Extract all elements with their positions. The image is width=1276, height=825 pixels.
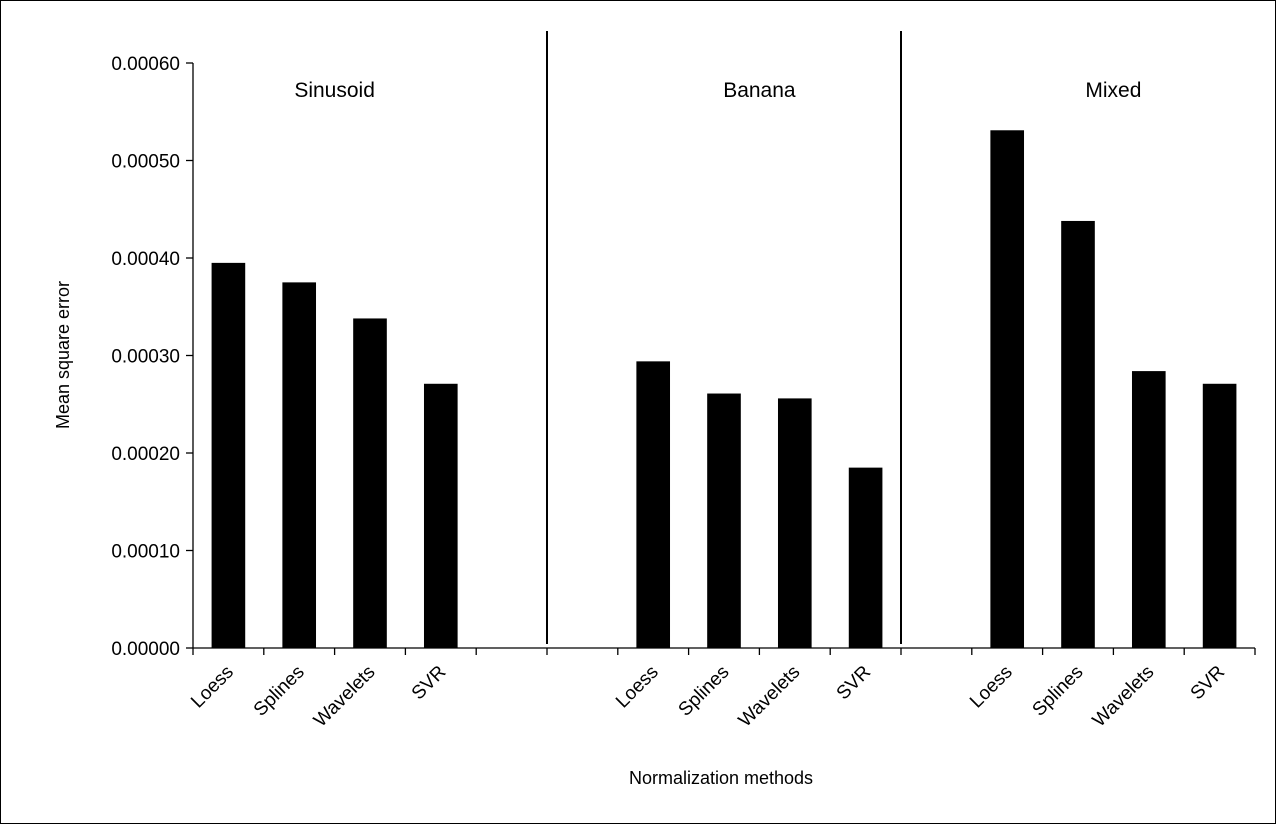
category-label: Splines [675,662,734,721]
y-tick-label: 0.00060 [111,54,180,75]
bar-mixed-splines [1061,220,1095,648]
bar-banana-splines [707,393,741,648]
category-label: Loess [966,662,1017,713]
group-label-banana: Banana [723,79,796,102]
y-tick-label: 0.00040 [111,249,180,270]
category-label: Wavelets [1089,662,1159,732]
category-label: Loess [187,662,238,713]
category-label: SVR [833,662,875,704]
bar-banana-svr [848,467,883,648]
bar-banana-loess [636,361,671,648]
bar-mixed-svr [1202,383,1237,648]
y-tick-label: 0.00050 [111,152,180,173]
y-axis-title: Mean square error [53,281,73,429]
category-label: SVR [1187,662,1229,704]
x-axis-title: Normalization methods [629,768,813,788]
bar-sinusoid-wavelets [353,318,387,648]
category-label: SVR [408,662,450,704]
category-label: Loess [612,662,663,713]
x-ticks [192,648,1256,655]
bar-banana-wavelets [777,398,812,648]
y-tick-label: 0.00000 [111,639,180,660]
group-label-sinusoid: Sinusoid [294,79,375,102]
y-tick-label: 0.00030 [111,347,180,368]
bar-sinusoid-splines [282,282,317,648]
y-tick-label: 0.00010 [111,542,180,563]
group-label-mixed: Mixed [1085,79,1141,102]
bar-mixed-loess [990,130,1025,648]
y-ticks: 0.00000 0.00010 0.00020 0.00030 0.00040 0.000… [111,54,193,660]
bars [211,130,1237,648]
bar-sinusoid-svr [423,383,458,648]
group-labels: Sinusoid Banana Mixed [294,79,1141,102]
bar-sinusoid-loess [211,262,246,648]
category-label: Splines [250,662,309,721]
category-label: Wavelets [735,662,805,732]
category-labels: Loess Splines Wavelets SVR Loess Splines Wavel… [187,662,1229,732]
bar-mixed-wavelets [1131,371,1166,648]
category-label: Wavelets [310,662,380,732]
category-label: Splines [1029,662,1088,721]
group-separators [546,31,902,644]
y-tick-label: 0.00020 [111,444,180,465]
